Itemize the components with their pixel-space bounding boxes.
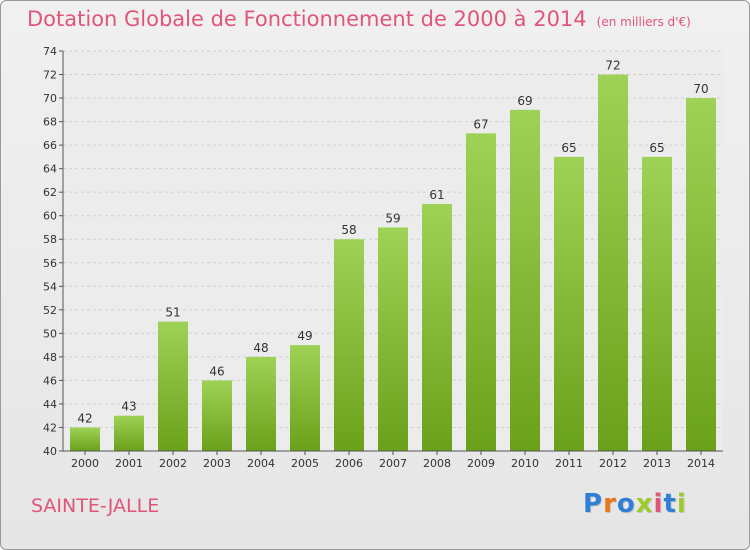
- bar-2007: [378, 227, 408, 451]
- chart-subtitle: (en milliers d'€): [596, 15, 691, 29]
- x-tick-label: 2004: [247, 457, 275, 470]
- data-labels: 42 43 51 46 48 49 58 59 61 67 69 65 72 65 70: [77, 59, 708, 426]
- logo-letter: r: [603, 489, 617, 519]
- data-label: 42: [77, 411, 92, 425]
- data-label: 65: [561, 141, 576, 155]
- data-label: 69: [517, 94, 532, 108]
- bar-2013: [642, 156, 672, 451]
- y-axis-labels: 40 42 44 46 48 50 52 54 56 58 60 62 64 66 68 70 72 74: [43, 45, 57, 458]
- data-label: 51: [165, 306, 180, 320]
- logo-letter: i: [653, 489, 664, 519]
- bar-2005: [290, 345, 320, 451]
- data-label: 46: [209, 364, 224, 378]
- data-label: 67: [473, 117, 488, 131]
- y-tick-label: 44: [43, 398, 57, 411]
- x-tick-label: 2002: [159, 457, 187, 470]
- x-tick-label: 2008: [423, 457, 451, 470]
- x-tick-label: 2012: [599, 457, 627, 470]
- data-label: 43: [121, 400, 136, 414]
- y-tick-label: 68: [43, 116, 57, 129]
- data-label: 48: [253, 341, 268, 355]
- x-tick-label: 2007: [379, 457, 407, 470]
- logo-letter: P: [583, 489, 604, 519]
- data-label: 61: [429, 188, 444, 202]
- y-tick-label: 60: [43, 210, 57, 223]
- y-tick-label: 72: [43, 69, 57, 82]
- bar-2002: [158, 321, 188, 451]
- x-tick-label: 2006: [335, 457, 363, 470]
- bar-2009: [466, 133, 496, 451]
- x-axis-labels: 2000 2001 2002 2003 2004 2005 2006 2007 2008 2009…: [71, 451, 715, 470]
- x-tick-label: 2013: [643, 457, 671, 470]
- x-tick-label: 2009: [467, 457, 495, 470]
- bar-2001: [114, 415, 144, 451]
- y-tick-label: 50: [43, 327, 57, 340]
- y-tick-label: 66: [43, 139, 57, 152]
- data-label: 49: [297, 329, 312, 343]
- x-tick-label: 2000: [71, 457, 99, 470]
- proxiti-logo[interactable]: Proxiti: [583, 489, 687, 519]
- bar-2004: [246, 356, 276, 451]
- commune-name: SAINTE-JALLE: [31, 495, 160, 517]
- chart-title-text: Dotation Globale de Fonctionnement de 20…: [27, 7, 587, 31]
- bar-2012: [598, 74, 628, 451]
- y-tick-label: 48: [43, 351, 57, 364]
- chart-title: Dotation Globale de Fonctionnement de 20…: [27, 7, 691, 31]
- bar-2011: [554, 156, 584, 451]
- bar-2014: [686, 98, 716, 451]
- bar-2003: [202, 380, 232, 451]
- y-tick-label: 46: [43, 374, 57, 387]
- y-tick-label: 58: [43, 233, 57, 246]
- logo-letter: i: [676, 489, 687, 519]
- y-tick-label: 74: [43, 45, 57, 58]
- y-tick-label: 62: [43, 186, 57, 199]
- bar-2000: [70, 427, 100, 451]
- x-tick-label: 2011: [555, 457, 583, 470]
- data-label: 70: [693, 82, 708, 96]
- y-tick-label: 54: [43, 280, 57, 293]
- x-tick-label: 2003: [203, 457, 231, 470]
- y-tick-label: 40: [43, 445, 57, 458]
- bar-2010: [510, 109, 540, 451]
- x-tick-label: 2010: [511, 457, 539, 470]
- bar-2008: [422, 203, 452, 451]
- y-tick-label: 52: [43, 304, 57, 317]
- y-tick-label: 42: [43, 421, 57, 434]
- data-label: 65: [649, 141, 664, 155]
- y-tick-label: 70: [43, 92, 57, 105]
- bars: [70, 74, 716, 451]
- bar-2006: [334, 239, 364, 451]
- data-label: 72: [605, 59, 620, 73]
- x-tick-label: 2014: [687, 457, 715, 470]
- data-label: 59: [385, 211, 400, 225]
- y-tick-label: 64: [43, 163, 57, 176]
- y-tick-label: 56: [43, 257, 57, 270]
- logo-letter: o: [616, 489, 636, 519]
- logo-letter: t: [663, 489, 677, 519]
- x-tick-label: 2001: [115, 457, 143, 470]
- data-label: 58: [341, 223, 356, 237]
- logo-letter: x: [635, 489, 654, 519]
- x-tick-label: 2005: [291, 457, 319, 470]
